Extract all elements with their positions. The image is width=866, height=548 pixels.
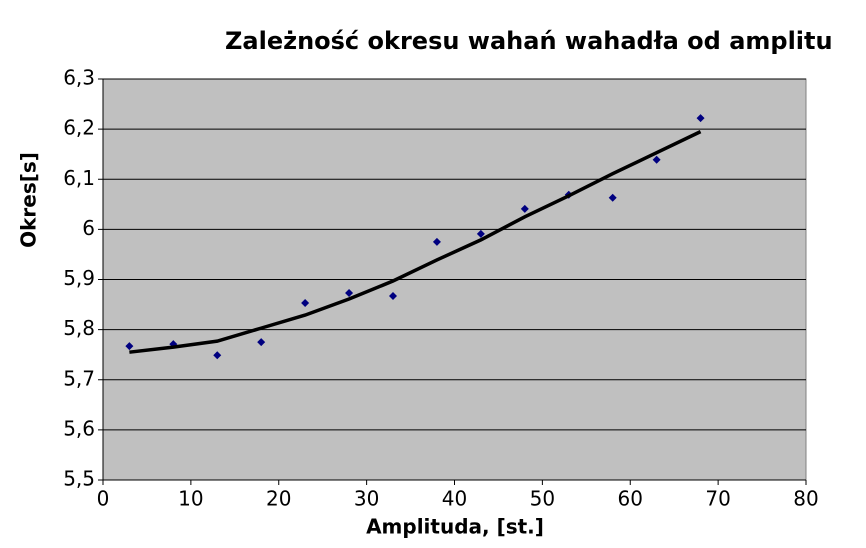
x-tick-label: 30 [354, 487, 379, 511]
y-tick-label: 5,5 [63, 467, 95, 491]
x-tick-label: 70 [705, 487, 730, 511]
y-axis-title: Okres[s] [17, 152, 41, 248]
x-tick-label: 60 [618, 487, 643, 511]
point [257, 338, 266, 347]
x-tick-label: 80 [793, 487, 818, 511]
point [125, 342, 134, 351]
point [696, 114, 705, 123]
y-tick-label: 5,8 [63, 316, 95, 340]
trend-line [129, 130, 702, 354]
x-tick-label: 50 [530, 487, 555, 511]
y-tick-label: 6,2 [63, 116, 95, 140]
point [608, 193, 617, 202]
point [213, 351, 222, 360]
y-tick-label: 5,7 [63, 366, 95, 390]
x-tick-label: 0 [97, 487, 110, 511]
point [476, 229, 485, 238]
y-tick-label: 5,6 [63, 416, 95, 440]
point [520, 204, 529, 213]
y-tick-label: 5,9 [63, 266, 95, 290]
chart-title: Zależność okresu wahań wahadła od amplit… [225, 27, 833, 55]
point [345, 289, 354, 298]
x-axis-title: Amplituda, [st.] [366, 515, 544, 539]
y-tick-label: 6,3 [63, 66, 95, 90]
x-tick-label: 10 [178, 487, 203, 511]
y-tick-label: 6,1 [63, 166, 95, 190]
y-tick-label: 6 [82, 216, 95, 240]
x-tick-label: 40 [442, 487, 467, 511]
point [301, 299, 310, 308]
x-tick-label: 20 [266, 487, 291, 511]
point [652, 155, 661, 164]
point [432, 237, 441, 246]
point [388, 292, 397, 301]
